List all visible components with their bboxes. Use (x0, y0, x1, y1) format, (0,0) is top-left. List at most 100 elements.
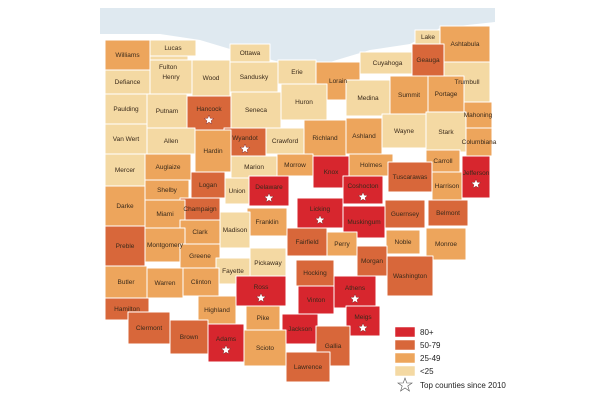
county-huron (280, 83, 328, 121)
county-vinton (297, 285, 335, 315)
county-label-hamilton: Hamilton (114, 306, 140, 313)
county-tuscarawas (387, 161, 433, 193)
county-label-auglaize: Auglaize (156, 164, 181, 171)
county-portage (427, 75, 465, 113)
county-label-muskingum: Muskingum (347, 219, 380, 226)
county-label-lawrence: Lawrence (294, 364, 323, 371)
county-label-lake: Lake (421, 34, 435, 41)
county-label-henry: Henry (162, 74, 180, 81)
county-label-erie: Erie (291, 69, 303, 76)
county-label-stark: Stark (438, 129, 454, 136)
county-noble (385, 229, 421, 255)
county-washington (386, 255, 434, 297)
star-icon-delaware (263, 192, 275, 203)
county-label-clinton: Clinton (191, 279, 212, 286)
legend: 80+ 50-79 25-49 <25 Top counties since 2… (394, 326, 506, 392)
county-label-seneca: Seneca (245, 107, 267, 114)
county-label-clark: Clark (192, 229, 208, 236)
county-wood (191, 59, 231, 97)
legend-label-under25: <25 (420, 367, 434, 376)
county-label-union: Union (229, 188, 246, 195)
legend-label-25-49: 25-49 (420, 354, 441, 363)
county-label-franklin: Franklin (255, 219, 279, 226)
county-label-noble: Noble (395, 239, 412, 246)
county-label-shelby: Shelby (157, 187, 178, 194)
county-label-ross: Ross (254, 284, 270, 291)
county-label-pike: Pike (257, 315, 270, 322)
star-icon-coshocton (357, 191, 369, 202)
county-label-marion: Marion (244, 164, 264, 171)
county-pike (245, 305, 281, 331)
county-label-hardin: Hardin (203, 148, 223, 155)
county-label-allen: Allen (164, 138, 179, 145)
county-label-fulton: Fulton (159, 64, 177, 71)
county-label-darke: Darke (116, 203, 134, 210)
county-stark (425, 111, 467, 153)
county-delaware (248, 175, 290, 207)
star-icon-meigs (357, 322, 369, 333)
legend-swatch-80plus (394, 326, 416, 338)
county-label-trumbull: Trumbull (454, 79, 480, 86)
county-label-van-wert: Van Wert (113, 136, 140, 143)
county-licking (296, 197, 344, 229)
county-label-portage: Portage (435, 91, 458, 98)
county-label-sandusky: Sandusky (240, 74, 269, 81)
county-label-cuyahoga: Cuyahoga (373, 60, 403, 67)
county-preble (104, 225, 146, 267)
star-icon-athens (349, 293, 361, 304)
county-perry (326, 231, 358, 257)
star-layer (203, 114, 482, 355)
county-muskingum (342, 205, 386, 239)
legend-swatch-25-49 (394, 352, 416, 364)
county-lawrence (285, 351, 331, 383)
county-label-wayne: Wayne (394, 128, 414, 135)
county-label-butler: Butler (118, 279, 136, 286)
county-label-mercer: Mercer (115, 167, 136, 174)
county-label-jackson: Jackson (288, 326, 312, 333)
county-miami (144, 199, 186, 229)
county-jefferson (461, 155, 491, 199)
county-label-medina: Medina (357, 95, 379, 102)
county-label-layer: Lucas Fulton Williams Ottawa Lake Ashtabula Cu… (113, 34, 497, 371)
county-label-fairfield: Fairfield (295, 239, 319, 246)
legend-swatch-50-79 (394, 339, 416, 351)
county-auglaize (144, 153, 192, 181)
county-label-tuscarawas: Tuscarawas (393, 174, 429, 181)
county-label-warren: Warren (154, 280, 175, 287)
county-label-wood: Wood (203, 75, 220, 82)
county-label-morgan: Morgan (361, 258, 383, 265)
county-label-richland: Richland (312, 135, 338, 142)
county-label-guernsey: Guernsey (391, 211, 420, 218)
county-label-wyandot: Wyandot (232, 135, 258, 142)
county-label-montgomery: Montgomery (147, 242, 184, 249)
county-coshocton (342, 175, 384, 205)
county-label-mahoning: Mahoning (464, 112, 493, 119)
county-label-morrow: Morrow (284, 162, 306, 169)
legend-star-icon (397, 377, 413, 392)
star-icon-adams (220, 344, 232, 355)
star-icon-licking (314, 214, 326, 225)
county-label-logan: Logan (199, 182, 217, 189)
county-putnam (146, 93, 188, 129)
county-label-meigs: Meigs (354, 314, 372, 321)
county-sandusky (229, 61, 279, 93)
county-label-champaign: Champaign (183, 206, 217, 213)
legend-swatch-under25 (394, 365, 416, 377)
county-scioto (243, 329, 287, 367)
county-label-adams: Adams (216, 336, 237, 343)
county-label-licking: Licking (310, 206, 331, 213)
county-label-monroe: Monroe (435, 241, 457, 248)
county-label-defiance: Defiance (115, 79, 141, 86)
county-label-gallia: Gallia (325, 343, 342, 350)
county-monroe (425, 227, 467, 261)
county-label-williams: Williams (115, 52, 140, 59)
county-label-coshocton: Coshocton (347, 183, 378, 190)
county-ross (235, 275, 287, 307)
star-icon-wyandot (239, 143, 251, 154)
county-label-highland: Highland (204, 307, 230, 314)
county-hancock (186, 95, 232, 131)
county-label-fayette: Fayette (222, 268, 244, 275)
county-label-washington: Washington (393, 273, 427, 280)
county-paulding (104, 93, 148, 125)
